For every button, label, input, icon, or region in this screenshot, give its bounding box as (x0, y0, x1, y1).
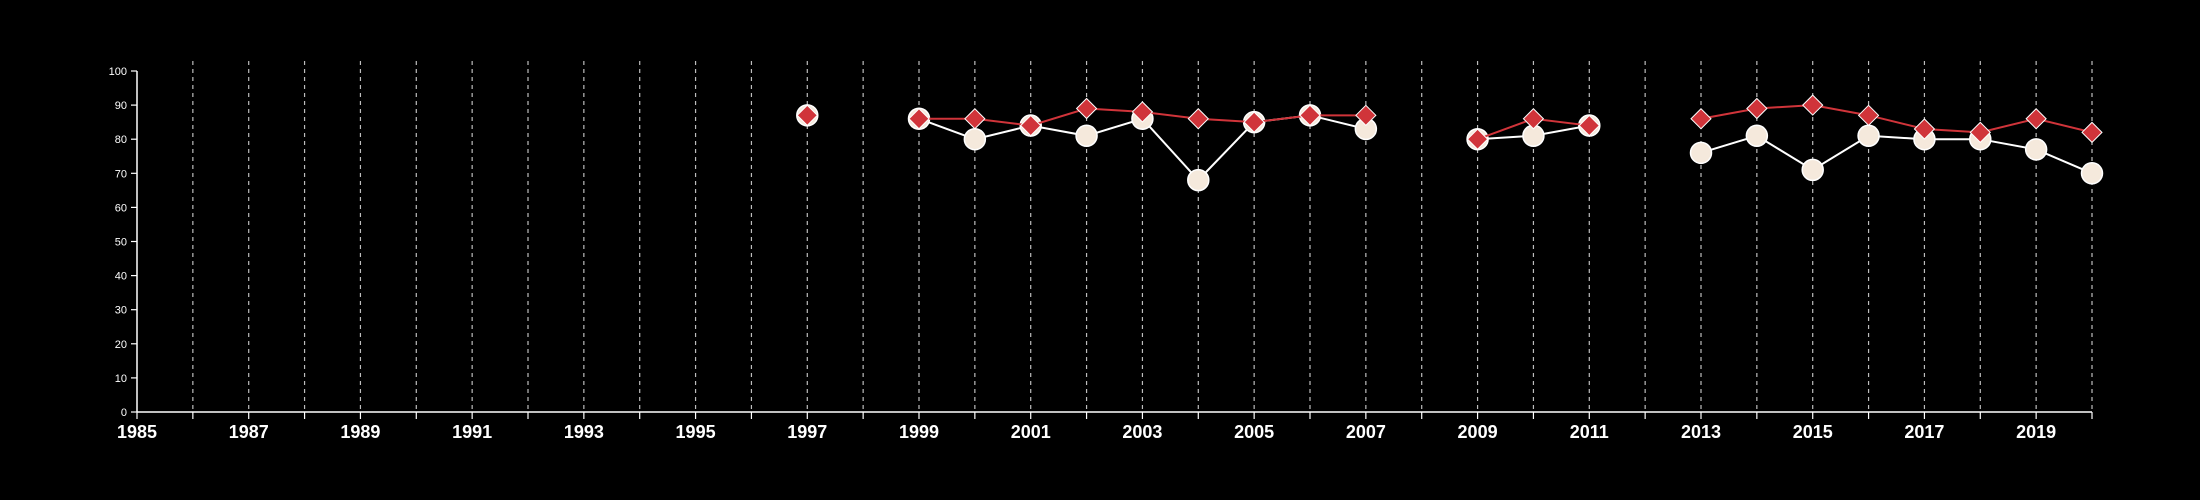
y-tick-label: 30 (115, 305, 127, 317)
y-tick-label: 40 (115, 271, 127, 283)
data-point-circle (1075, 124, 1098, 148)
axes: 0 10 20 30 40 50 60 70 80 90 100 1985 1987 1989 1991 19… (109, 66, 2093, 442)
x-tick-label: 2013 (1681, 422, 1721, 442)
x-tick-label: 1985 (117, 422, 157, 442)
x-tick-label: 2009 (1458, 422, 1498, 442)
data-point-diamond (1243, 111, 1265, 133)
x-tick-label: 1999 (899, 422, 939, 442)
x-tick-label: 1987 (229, 422, 269, 442)
x-tick-label: 2015 (1793, 422, 1833, 442)
data-point-diamond (2025, 108, 2047, 130)
data-point-diamond (1020, 114, 1042, 137)
y-tick-label: 80 (115, 134, 127, 146)
data-point-diamond (1578, 114, 1600, 137)
y-tick-label: 10 (115, 373, 127, 385)
data-point-diamond (1299, 104, 1321, 127)
x-tick-label: 2001 (1011, 422, 1051, 442)
data-point-diamond (1802, 94, 1824, 116)
data-point-diamond (2081, 121, 2103, 144)
x-tick-label: 2017 (1904, 422, 1944, 442)
x-tick-label: 2011 (1570, 422, 1609, 442)
y-tick-label: 90 (115, 100, 127, 112)
x-tick-label: 2007 (1346, 422, 1386, 442)
data-point-circle (1745, 124, 1769, 148)
data-point-circle (1187, 168, 1210, 192)
x-tick-label: 1993 (564, 422, 604, 442)
data-point-diamond (1857, 104, 1880, 127)
x-tick-label: 1991 (452, 422, 492, 442)
x-tick-label: 2019 (2016, 422, 2056, 442)
data-point-circle (1801, 158, 1824, 182)
data-point-diamond (1522, 108, 1545, 130)
data-point-circle (2080, 162, 2104, 185)
data-point-circle (1857, 124, 1880, 148)
data-point-diamond (1187, 108, 1209, 130)
x-tick-label: 2003 (1122, 422, 1162, 442)
y-tick-label: 70 (115, 168, 127, 180)
x-tick-label: 1997 (787, 422, 827, 442)
x-tick-label: 1989 (340, 422, 380, 442)
data-point-diamond (1746, 97, 1768, 120)
data-point-diamond (1969, 121, 1991, 144)
x-tick-label: 2005 (1234, 422, 1274, 442)
y-tick-label: 60 (115, 202, 127, 214)
data-point-diamond (1690, 108, 1712, 130)
data-point-diamond (1355, 104, 1377, 127)
y-tick-label: 50 (115, 237, 127, 249)
data-point-diamond (1466, 128, 1489, 150)
data-point-circle (2024, 138, 2048, 161)
data-point-diamond (964, 108, 986, 130)
data-point-circle (963, 127, 987, 151)
y-tick-label: 100 (109, 66, 127, 78)
series-diamond (796, 94, 2103, 150)
series-group (796, 94, 2104, 192)
y-tick-label: 0 (121, 407, 127, 419)
x-tick-label: 1995 (676, 422, 716, 442)
data-point-diamond (1131, 101, 1154, 123)
data-point-circle (1689, 141, 1713, 165)
data-point-diamond (1075, 97, 1098, 120)
data-point-diamond (796, 104, 818, 127)
series-circle (796, 104, 2104, 192)
data-point-diamond (908, 108, 930, 130)
y-tick-label: 20 (115, 339, 127, 351)
data-point-diamond (1913, 118, 1936, 140)
